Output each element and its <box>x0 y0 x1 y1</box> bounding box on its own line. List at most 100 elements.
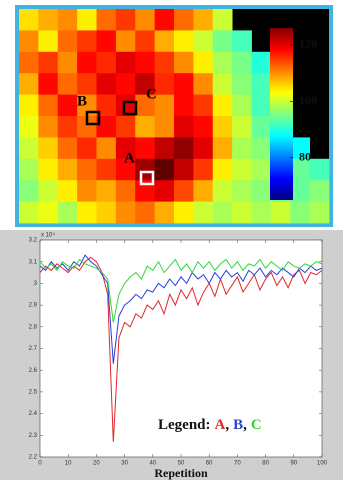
heatmap-cell <box>97 202 117 224</box>
heatmap-cell <box>155 95 175 117</box>
heatmap-cell <box>58 52 78 74</box>
heatmap-cell <box>135 137 155 159</box>
heatmap-cell <box>135 116 155 138</box>
heatmap-cell <box>116 202 136 224</box>
legend-title: Legend: <box>158 417 211 433</box>
heatmap-cell <box>252 52 272 74</box>
heatmap-cell <box>97 9 117 31</box>
legend-entry: A <box>215 417 226 433</box>
heatmap-cell <box>77 73 97 95</box>
x-tick-label: 100 <box>317 461 328 467</box>
heatmap-cell <box>271 202 291 224</box>
heatmap-cell <box>19 9 39 31</box>
legend-entry: C <box>251 417 262 433</box>
heatmap-cell <box>252 159 272 181</box>
x-tick-label: 20 <box>93 461 100 467</box>
heatmap-cell <box>116 30 136 52</box>
heatmap-cell <box>213 52 233 74</box>
heatmap-cell <box>19 52 39 74</box>
colorbar-tick-label: 120 <box>299 37 317 51</box>
heatmap-cell <box>19 73 39 95</box>
heatmap-cell <box>77 159 97 181</box>
y-tick-label: 3.1 <box>29 259 38 265</box>
heatmap-cell <box>252 116 272 138</box>
heatmap-cell <box>232 52 252 74</box>
heatmap-cell <box>155 202 175 224</box>
heatmap-cell <box>38 137 58 159</box>
heatmap-cell <box>97 73 117 95</box>
colorbar <box>270 28 293 200</box>
heatmap-cell <box>116 116 136 138</box>
heatmap-cell <box>19 95 39 117</box>
x-tick-label: 30 <box>121 461 128 467</box>
x-tick-label: 10 <box>65 461 72 467</box>
heatmap-cell <box>252 137 272 159</box>
heatmap-cell <box>232 116 252 138</box>
heatmap-cell <box>38 52 58 74</box>
heatmap-cell <box>58 9 78 31</box>
heatmap-cell <box>174 9 194 31</box>
heatmap-cell <box>97 159 117 181</box>
heatmap-cell <box>155 180 175 202</box>
heatmap-cell <box>97 137 117 159</box>
heatmap-cell <box>155 137 175 159</box>
heatmap-cell <box>213 73 233 95</box>
heatmap-cell <box>193 30 213 52</box>
roi-label: B <box>77 93 87 109</box>
heatmap-cell <box>38 30 58 52</box>
heatmap-cell <box>155 30 175 52</box>
heatmap-cell <box>174 73 194 95</box>
heatmap-cell <box>77 9 97 31</box>
heatmap-cell <box>155 159 175 181</box>
heatmap-cell <box>155 73 175 95</box>
heatmap-cell <box>19 116 39 138</box>
heatmap-cell <box>174 180 194 202</box>
heatmap-cell <box>193 73 213 95</box>
y-tick-label: 2.8 <box>29 324 38 330</box>
heatmap-cell <box>213 202 233 224</box>
heatmap-cell <box>97 30 117 52</box>
roi-label: A <box>124 150 135 166</box>
colorbar-tick-label: 100 <box>299 93 317 107</box>
heatmap-cell <box>155 52 175 74</box>
y-tick-label: 2.5 <box>29 389 38 395</box>
heatmap-cell <box>174 30 194 52</box>
heatmap-cell <box>193 202 213 224</box>
roi-label: C <box>146 86 157 102</box>
heatmap-cell <box>252 95 272 117</box>
y-axis-factor: x 10⁴ <box>41 232 55 239</box>
heatmap-cell <box>19 180 39 202</box>
heatmap-cell <box>193 52 213 74</box>
figure: 80100120ABC 2.22.32.42.52.62.72.82.933.1… <box>0 0 343 480</box>
heatmap-cell <box>232 73 252 95</box>
heatmap-cell <box>232 95 252 117</box>
heatmap-cell <box>193 9 213 31</box>
heatmap-cell <box>77 52 97 74</box>
heatmap-cell <box>252 180 272 202</box>
heatmap-cell <box>116 180 136 202</box>
y-tick-label: 2.2 <box>29 455 38 461</box>
legend-separator: , <box>225 417 229 433</box>
heatmap-cell <box>38 159 58 181</box>
y-tick-label: 2.7 <box>29 346 38 352</box>
heatmap-cell <box>232 159 252 181</box>
heatmap-cell <box>19 159 39 181</box>
heatmap-cell <box>38 95 58 117</box>
heatmap-cell <box>213 9 233 31</box>
y-tick-label: 2.6 <box>29 368 38 374</box>
heatmap-cell <box>116 73 136 95</box>
x-tick-label: 90 <box>290 461 297 467</box>
heatmap-cell <box>174 137 194 159</box>
heatmap-cell <box>213 159 233 181</box>
heatmap-cell <box>135 9 155 31</box>
heatmap-cell <box>252 202 272 224</box>
heatmap-cell <box>310 180 330 202</box>
heatmap-cell <box>174 202 194 224</box>
heatmap-cell <box>97 180 117 202</box>
heatmap-cell <box>38 116 58 138</box>
heatmap-cell <box>116 9 136 31</box>
heatmap-cell <box>58 73 78 95</box>
heatmap-cell <box>19 202 39 224</box>
heatmap-cell <box>116 52 136 74</box>
x-tick-label: 70 <box>234 461 241 467</box>
